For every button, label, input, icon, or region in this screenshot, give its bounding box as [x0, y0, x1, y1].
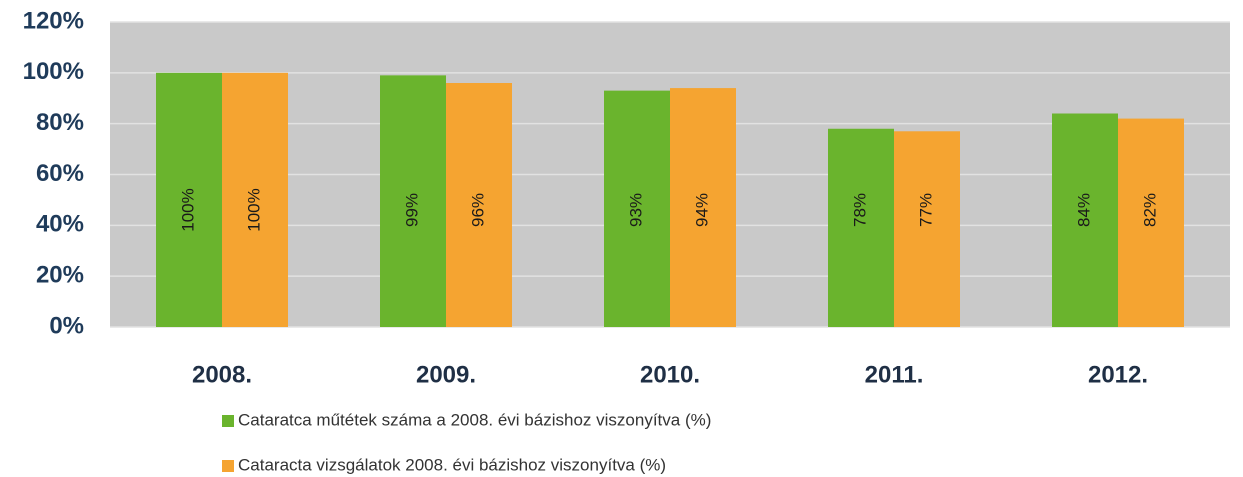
- value-label: 94%: [692, 193, 711, 227]
- legend-label: Cataracta vizsgálatok 2008. évi bázishoz…: [238, 455, 666, 474]
- x-tick-label: 2009.: [416, 361, 476, 388]
- value-label: 82%: [1140, 193, 1159, 227]
- legend-swatch: [222, 460, 234, 472]
- y-tick-label: 0%: [49, 312, 84, 339]
- bar: [894, 131, 960, 327]
- value-label: 99%: [402, 193, 421, 227]
- legend-label: Cataratca műtétek száma a 2008. évi bázi…: [238, 410, 711, 429]
- bar: [380, 75, 446, 327]
- value-label: 96%: [468, 193, 487, 227]
- bar: [1118, 118, 1184, 327]
- bar: [156, 72, 222, 327]
- value-label: 84%: [1074, 193, 1093, 227]
- x-tick-label: 2011.: [865, 361, 924, 388]
- x-tick-label: 2012.: [1088, 361, 1148, 388]
- y-tick-label: 120%: [23, 7, 84, 34]
- value-label: 78%: [850, 193, 869, 227]
- bar: [446, 83, 512, 327]
- y-tick-label: 80%: [36, 109, 84, 136]
- bar: [604, 90, 670, 327]
- y-tick-label: 40%: [36, 211, 84, 238]
- y-tick-label: 100%: [23, 58, 84, 85]
- bar: [828, 128, 894, 327]
- x-tick-label: 2008.: [192, 361, 252, 388]
- bar: [1052, 113, 1118, 327]
- legend-swatch: [222, 415, 234, 427]
- bar: [670, 88, 736, 327]
- bar: [222, 72, 288, 327]
- value-label: 77%: [916, 193, 935, 227]
- x-tick-label: 2010.: [640, 361, 700, 388]
- y-tick-label: 20%: [36, 262, 84, 289]
- value-label: 93%: [626, 193, 645, 227]
- y-tick-label: 60%: [36, 160, 84, 187]
- value-label: 100%: [178, 188, 197, 231]
- value-label: 100%: [244, 188, 263, 231]
